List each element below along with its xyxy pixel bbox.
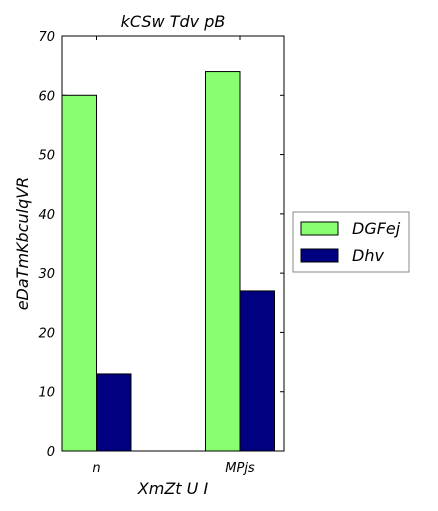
y-tick-label: 60 xyxy=(38,89,55,104)
x-tick-label: n xyxy=(92,461,100,476)
plot-frame xyxy=(61,35,285,452)
bar-Dhv-n xyxy=(96,373,132,452)
x-tick-label: MPjs xyxy=(225,461,255,476)
legend-label-Dhv: Dhv xyxy=(352,246,384,265)
bar-Dhv-MPjs xyxy=(239,290,275,452)
bar-DGFej-MPjs xyxy=(205,71,241,452)
x-ticks: n MPjs xyxy=(92,36,255,476)
y-tick-label: 30 xyxy=(38,267,55,282)
y-tick-label: 50 xyxy=(38,149,55,164)
bars xyxy=(61,71,275,452)
y-tick-label: 0 xyxy=(47,445,55,460)
y-tick-label: 10 xyxy=(38,386,55,401)
legend-swatch-DGFej xyxy=(300,221,339,236)
legend-label-DGFej: DGFej xyxy=(352,219,401,238)
y-tick-label: 70 xyxy=(38,30,55,45)
bar-DGFej-n xyxy=(61,94,97,452)
x-axis-label: XmZt U I xyxy=(137,479,209,498)
legend-swatch-Dhv xyxy=(300,248,339,263)
y-ticks: 0 10 20 30 40 50 60 70 xyxy=(38,30,284,460)
y-tick-label: 20 xyxy=(38,326,55,341)
chart-title: kCSw Tdv pB xyxy=(121,12,226,31)
y-tick-label: 40 xyxy=(38,208,55,223)
legend: DGFej Dhv xyxy=(292,211,410,273)
y-axis-label: eDaTmKbculqVR xyxy=(13,177,32,311)
